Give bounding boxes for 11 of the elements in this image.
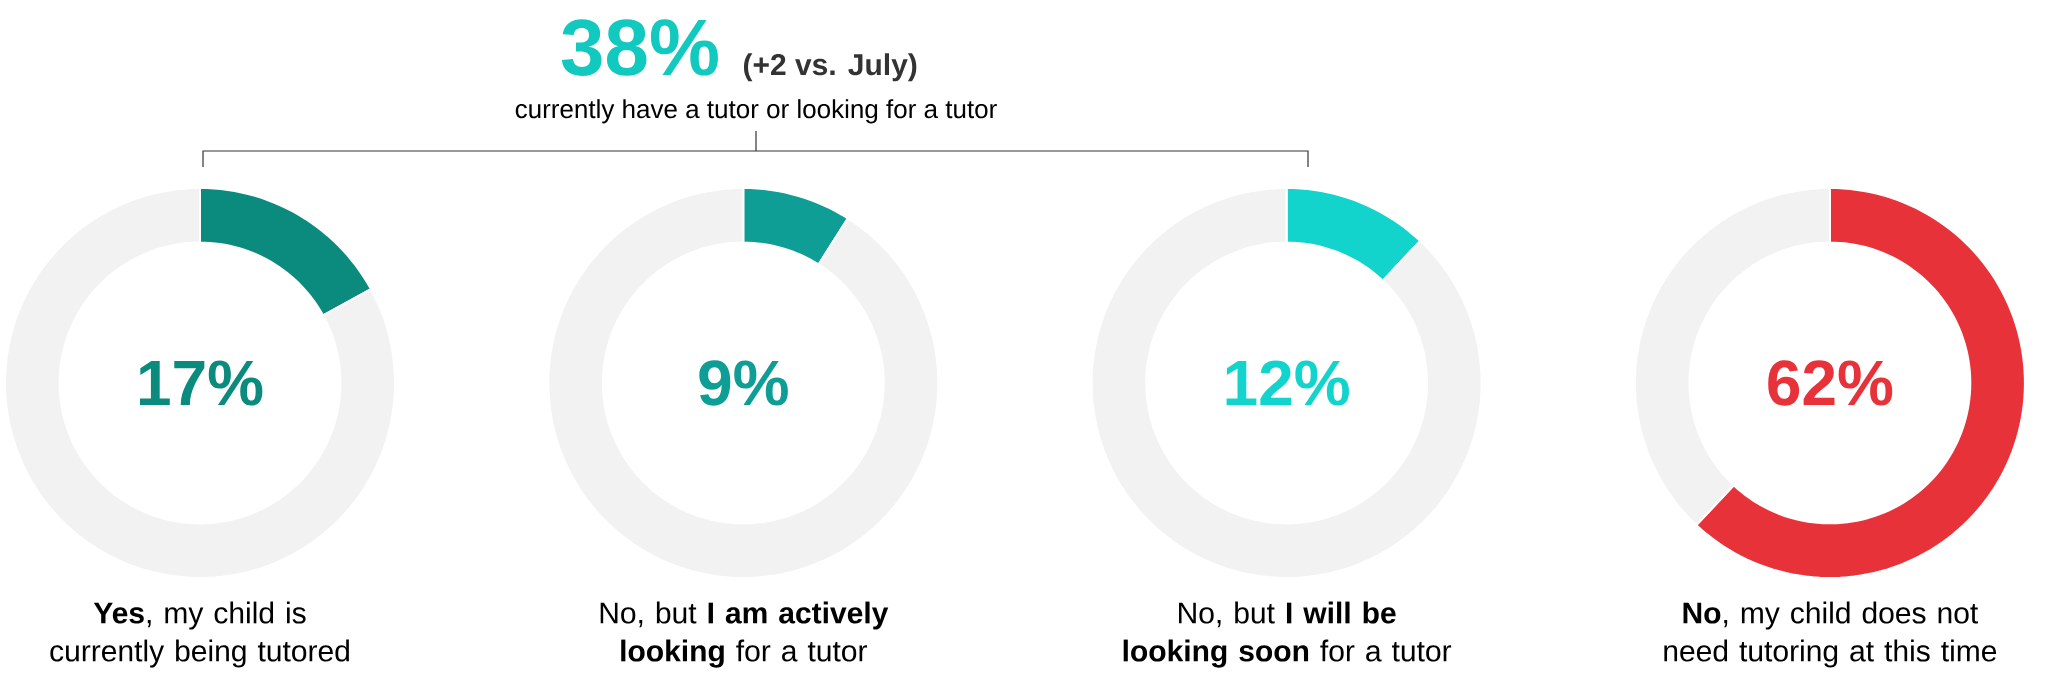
text: 9% (699, 360, 788, 406)
text: 12% (1226, 360, 1349, 406)
text: (+2 vs. July) (743, 53, 917, 82)
text: 17% (140, 360, 263, 406)
text: 38% (561, 19, 718, 76)
text: No, but I will be looking soon for a tutor (1123, 601, 1452, 668)
text: No, my child does not need tutoring at this time (1664, 601, 1997, 668)
text: No, but I am actively looking for a tutor (600, 601, 889, 668)
text: currently have a tutor or looking for a tutor (515, 99, 997, 124)
text: 62% (1768, 360, 1893, 406)
text: Yes, my child is currently being tutored (50, 601, 349, 668)
